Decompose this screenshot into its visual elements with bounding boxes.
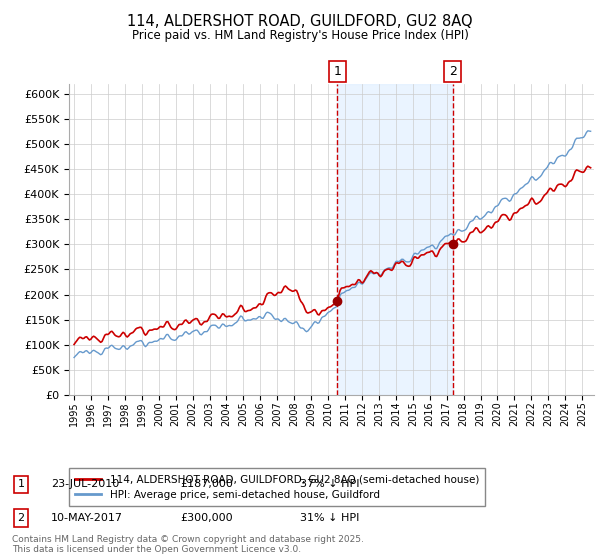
Text: 31% ↓ HPI: 31% ↓ HPI xyxy=(300,513,359,523)
Text: 23-JUL-2010: 23-JUL-2010 xyxy=(51,479,119,489)
Text: £187,000: £187,000 xyxy=(180,479,233,489)
Bar xyxy=(337,84,453,395)
Text: Contains HM Land Registry data © Crown copyright and database right 2025.
This d: Contains HM Land Registry data © Crown c… xyxy=(12,535,364,554)
Text: 2: 2 xyxy=(449,65,457,78)
Text: 114, ALDERSHOT ROAD, GUILDFORD, GU2 8AQ: 114, ALDERSHOT ROAD, GUILDFORD, GU2 8AQ xyxy=(127,14,473,29)
Text: 1: 1 xyxy=(334,65,341,78)
Legend: 114, ALDERSHOT ROAD, GUILDFORD, GU2 8AQ (semi-detached house), HPI: Average pric: 114, ALDERSHOT ROAD, GUILDFORD, GU2 8AQ … xyxy=(69,468,485,506)
Text: Price paid vs. HM Land Registry's House Price Index (HPI): Price paid vs. HM Land Registry's House … xyxy=(131,29,469,42)
Text: 37% ↓ HPI: 37% ↓ HPI xyxy=(300,479,359,489)
Text: 2: 2 xyxy=(17,513,25,523)
Text: 1: 1 xyxy=(17,479,25,489)
Text: £300,000: £300,000 xyxy=(180,513,233,523)
Text: 10-MAY-2017: 10-MAY-2017 xyxy=(51,513,123,523)
